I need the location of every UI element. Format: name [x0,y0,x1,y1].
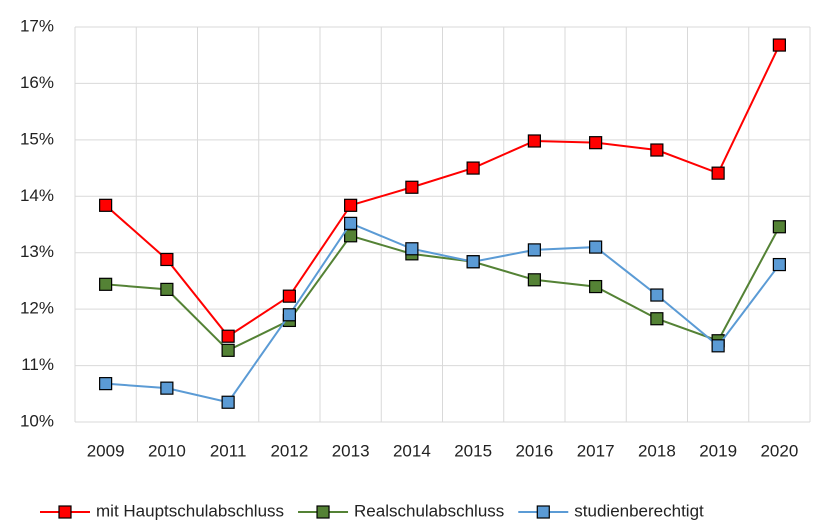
series-marker [772,38,786,52]
x-tick-label: 2012 [270,441,308,460]
series-marker [160,252,174,267]
series-marker [466,255,480,269]
series-marker [221,395,235,409]
legend-marker [58,505,72,519]
x-tick-label: 2011 [210,441,247,460]
series-marker [589,136,603,150]
series-marker [221,343,235,357]
series-marker [99,198,113,212]
series-marker [711,166,725,180]
series-marker [711,339,725,353]
y-tick-label: 16% [20,73,54,92]
y-tick-label: 10% [20,411,54,430]
x-tick-label: 2017 [577,441,615,460]
series-marker [344,216,358,230]
x-tick-label: 2010 [148,441,186,460]
legend-label: mit Hauptschulabschluss [96,501,284,520]
series-line [104,44,781,338]
series-marker [160,381,174,395]
x-tick-label: 2019 [699,441,737,460]
series-marker [405,180,419,194]
series-marker [527,134,541,148]
x-tick-label: 2018 [638,441,676,460]
legend-marker [536,505,550,519]
y-tick-label: 11% [21,355,54,374]
series-marker [772,220,786,234]
series-marker [344,229,358,243]
series-marker [405,242,419,256]
y-tick-label: 12% [20,299,54,318]
series-marker [527,243,541,257]
series-marker [466,161,480,175]
series-line [105,226,781,352]
series-marker [282,308,296,322]
x-tick-label: 2009 [87,441,125,460]
series-marker [589,279,603,294]
series-marker [221,329,235,343]
series-marker [650,143,664,157]
x-tick-label: 2015 [454,441,492,460]
y-tick-label: 13% [20,242,54,261]
y-tick-label: 14% [20,186,54,205]
legend-label: studienberechtigt [574,501,704,520]
series-marker [772,257,786,272]
series-marker [527,273,541,287]
series-marker [99,277,113,291]
series-line [105,222,781,404]
x-tick-label: 2020 [760,441,798,460]
series-marker [99,377,113,391]
series-marker [344,198,358,212]
series-marker [650,288,664,302]
y-tick-label: 15% [20,129,54,148]
x-tick-label: 2014 [393,441,431,460]
series-marker [589,240,603,254]
y-tick-label: 17% [20,16,54,35]
series-marker [650,312,664,326]
legend-label: Realschulabschluss [354,501,504,520]
series-marker [160,282,174,296]
x-tick-label: 2013 [332,441,370,460]
x-tick-label: 2016 [515,441,553,460]
legend-marker [316,505,330,519]
series-marker [282,289,296,303]
